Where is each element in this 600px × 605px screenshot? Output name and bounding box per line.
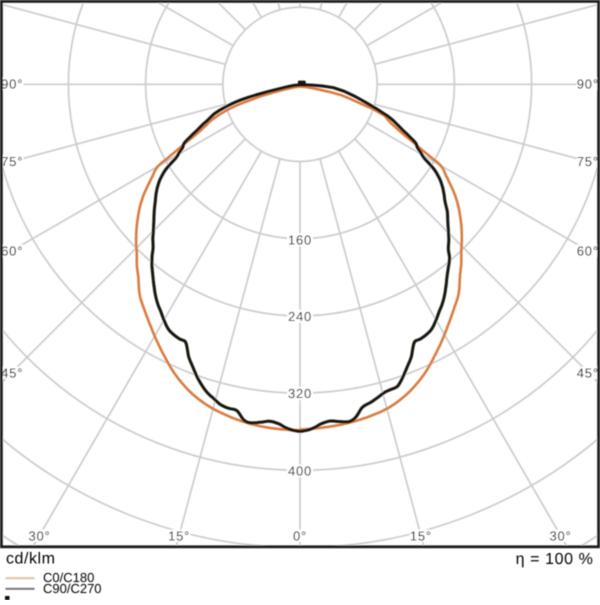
svg-text:90°: 90° bbox=[1, 76, 23, 91]
svg-text:0°: 0° bbox=[293, 528, 307, 543]
svg-text:240: 240 bbox=[288, 309, 312, 324]
svg-text:30°: 30° bbox=[549, 528, 571, 543]
svg-text:90°: 90° bbox=[577, 76, 599, 91]
svg-text:160: 160 bbox=[288, 232, 312, 247]
svg-text:60°: 60° bbox=[1, 243, 23, 258]
svg-text:cd/klm: cd/klm bbox=[6, 551, 56, 568]
svg-text:C0/C180: C0/C180 bbox=[43, 570, 94, 585]
svg-text:45°: 45° bbox=[577, 365, 599, 380]
svg-text:15°: 15° bbox=[410, 528, 432, 543]
svg-text:320: 320 bbox=[288, 386, 312, 401]
svg-text:75°: 75° bbox=[577, 154, 599, 169]
svg-text:30°: 30° bbox=[28, 528, 50, 543]
svg-text:C90/C270: C90/C270 bbox=[43, 581, 102, 596]
svg-text:60°: 60° bbox=[577, 243, 599, 258]
svg-text:75°: 75° bbox=[1, 154, 23, 169]
svg-text:45°: 45° bbox=[1, 365, 23, 380]
svg-text:15°: 15° bbox=[168, 528, 190, 543]
svg-text:400: 400 bbox=[288, 463, 312, 478]
svg-text:η = 100 %: η = 100 % bbox=[516, 551, 594, 568]
